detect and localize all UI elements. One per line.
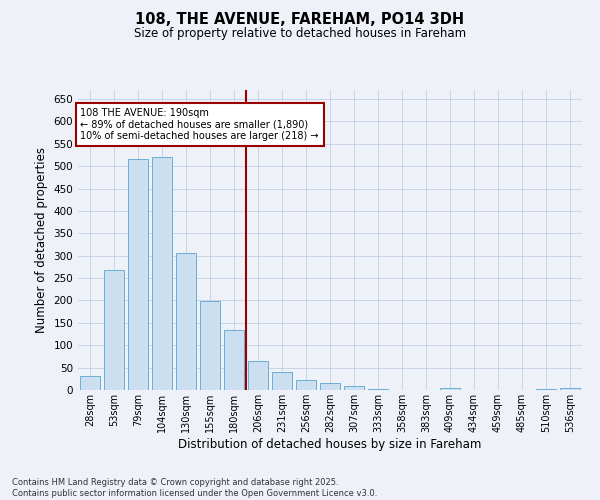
Bar (224, 330, 244, 390)
Bar (104, 270, 124, 390)
Bar (344, 386, 364, 390)
Bar (80, 376, 100, 390)
Bar (320, 384, 340, 390)
Bar (440, 388, 460, 390)
Bar (560, 388, 580, 390)
Bar (296, 380, 316, 390)
Text: 108 THE AVENUE: 190sqm
← 89% of detached houses are smaller (1,890)
10% of semi-: 108 THE AVENUE: 190sqm ← 89% of detached… (80, 108, 319, 141)
Text: Size of property relative to detached houses in Fareham: Size of property relative to detached ho… (134, 28, 466, 40)
Bar (128, 158, 148, 390)
Bar (272, 372, 292, 390)
Bar (248, 361, 268, 390)
Bar (200, 302, 220, 390)
Text: Contains HM Land Registry data © Crown copyright and database right 2025.
Contai: Contains HM Land Registry data © Crown c… (12, 478, 377, 498)
Y-axis label: Number of detached properties: Number of detached properties (35, 147, 48, 333)
X-axis label: Distribution of detached houses by size in Fareham: Distribution of detached houses by size … (178, 438, 482, 450)
Bar (176, 254, 196, 390)
Bar (368, 388, 388, 390)
Bar (152, 157, 172, 390)
Text: 108, THE AVENUE, FAREHAM, PO14 3DH: 108, THE AVENUE, FAREHAM, PO14 3DH (136, 12, 464, 28)
Bar (536, 388, 556, 390)
